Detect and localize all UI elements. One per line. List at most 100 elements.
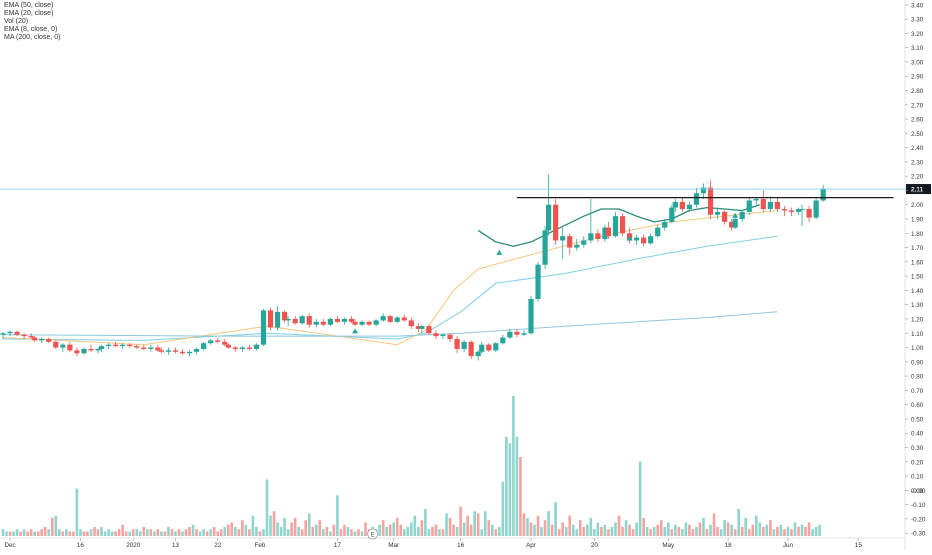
volume-bar: [50, 517, 54, 536]
volume-bar: [575, 529, 579, 536]
volume-bar: [353, 531, 357, 536]
indicator-line: [2, 235, 778, 341]
volume-bar: [322, 529, 325, 536]
price-tick-label: 1.70: [911, 245, 924, 252]
volume-bar: [420, 520, 424, 536]
volume-bar: [705, 529, 709, 536]
candle-body: [655, 227, 661, 237]
volume-bar: [153, 531, 156, 536]
volume-bar: [716, 526, 719, 536]
candle-body: [440, 334, 446, 337]
candle-body: [46, 338, 52, 342]
volume-bar: [5, 531, 8, 536]
volume-bar: [272, 511, 276, 536]
volume-bar: [332, 524, 336, 536]
indicator-line: [2, 311, 778, 337]
volume-bar: [614, 522, 617, 536]
price-axis[interactable]: 3.40 3.30 3.20 3.10 3.00 2.90 2.80 2.70 2.60 2.50…: [905, 2, 926, 538]
candle-body: [32, 337, 38, 341]
legend-item[interactable]: Vol (20): [4, 18, 29, 25]
price-tick-label: 0.70: [911, 388, 924, 395]
volume-bar: [607, 529, 610, 536]
candle-body: [468, 341, 474, 357]
candle-body: [14, 331, 20, 335]
volume-bar: [431, 526, 434, 536]
candle-body: [700, 187, 707, 194]
volume-bar: [744, 517, 748, 536]
volume-bar: [462, 522, 466, 536]
volume-bar: [691, 529, 695, 536]
candle-body: [88, 348, 94, 351]
volume-bars: [1, 396, 821, 536]
volume-bar: [526, 517, 529, 536]
volume-bar: [652, 526, 656, 536]
volume-bar: [47, 529, 51, 536]
volume-bar: [466, 515, 469, 536]
legend-item[interactable]: EMA (20, close): [4, 10, 54, 17]
candle-body: [542, 230, 548, 265]
legend-item[interactable]: EMA (8, close, 0): [4, 26, 58, 33]
volume-bar: [297, 526, 300, 536]
volume-bar: [65, 529, 68, 536]
legend-item[interactable]: MA (200, close, 0): [4, 34, 61, 41]
candle-body: [194, 348, 200, 352]
volume-bar: [216, 531, 220, 536]
volume-bar: [188, 526, 191, 536]
candle-body: [479, 344, 485, 352]
volume-bar: [350, 529, 353, 536]
volume-bar: [304, 520, 308, 536]
volume-bar: [417, 526, 420, 536]
volume-bar: [483, 511, 487, 536]
time-tick-label: 16: [457, 542, 465, 549]
candle-body: [619, 216, 626, 234]
volume-bar: [265, 479, 269, 536]
volume-bar: [410, 522, 413, 536]
candle-body: [327, 318, 333, 325]
volume-bar: [395, 517, 399, 536]
volume-bar: [392, 522, 396, 536]
candle-body: [165, 350, 172, 352]
volume-bar: [36, 531, 40, 536]
grid: [0, 0, 906, 550]
volume-bar: [677, 526, 681, 536]
volume-bar: [314, 524, 318, 536]
indicator-legend: EMA (50, close) EMA (20, close) Vol (20)…: [4, 2, 60, 42]
candle-body: [553, 204, 559, 241]
candle-body: [172, 350, 179, 352]
time-axis[interactable]: Dec 16 2020 13 22 Feb 17 Mar 16 Apr 20 May 18 Jun 15: [4, 538, 862, 549]
legend-item[interactable]: EMA (50, close): [4, 2, 54, 9]
candle-body: [373, 320, 379, 325]
volume-bar: [512, 396, 515, 536]
time-tick-label: 15: [855, 542, 863, 549]
candle-body: [53, 341, 59, 348]
candle-body: [95, 348, 101, 351]
candle-body: [313, 321, 319, 325]
candle-body: [67, 344, 73, 351]
volume-bar: [631, 529, 635, 536]
price-tick-label: 2.30: [911, 159, 924, 166]
price-tick-label: 1.90: [911, 217, 924, 224]
event-badge-label: E: [371, 532, 375, 538]
time-tick-label: May: [662, 542, 675, 549]
volume-bar: [212, 526, 216, 536]
candle-body: [500, 337, 506, 344]
volume-bar: [318, 520, 322, 536]
volume-bar: [184, 529, 188, 536]
volume-bar: [790, 529, 793, 536]
volume-bar: [737, 508, 740, 536]
candle-body: [686, 204, 692, 210]
candle-body: [366, 321, 372, 325]
volume-bar: [234, 526, 237, 536]
volume-bar: [469, 524, 473, 536]
volume-bar: [381, 520, 385, 536]
volume-bar: [300, 529, 304, 536]
price-tick-label: 1.20: [911, 316, 924, 323]
volume-bar: [624, 520, 628, 536]
volume-bar: [339, 529, 343, 536]
candle-body: [739, 211, 745, 220]
volume-bar: [262, 529, 265, 536]
candle-body: [595, 233, 601, 240]
volume-bar: [413, 515, 417, 536]
